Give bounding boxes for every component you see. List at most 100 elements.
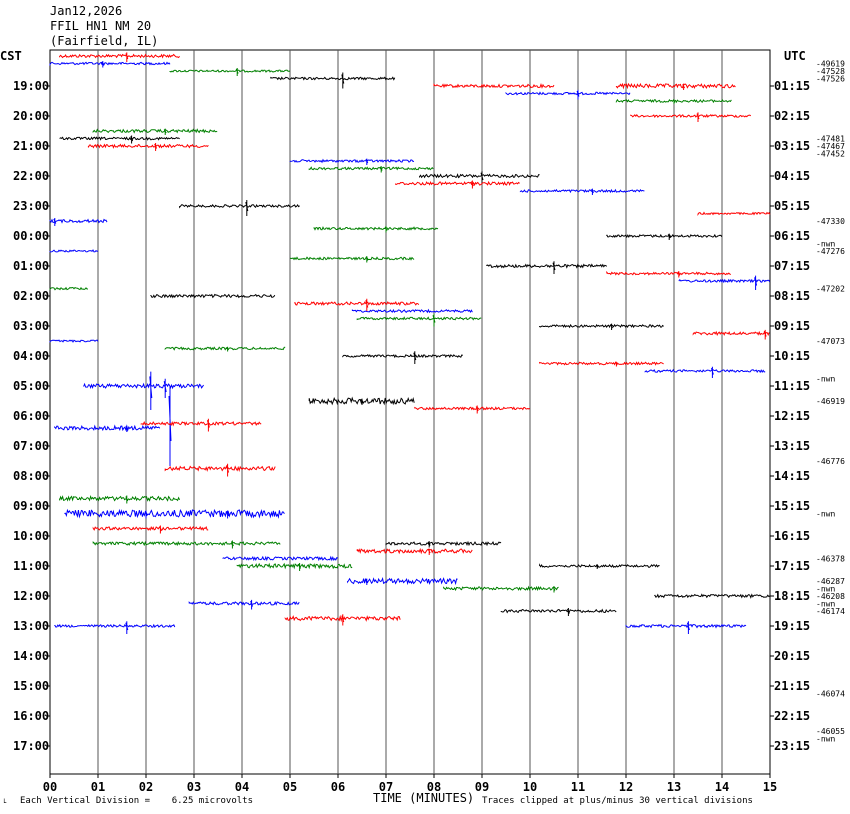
trace-segment-31 bbox=[356, 313, 482, 327]
count-value: -46055 bbox=[816, 727, 845, 736]
x-tick-label: 12 bbox=[619, 780, 633, 794]
trace-segment-36 bbox=[342, 351, 463, 364]
trace-segment-40 bbox=[308, 396, 415, 406]
count-value: -47330 bbox=[816, 217, 845, 226]
clip-note: Traces clipped at plus/minus 30 vertical… bbox=[482, 796, 753, 806]
cst-label: 17:00 bbox=[13, 739, 49, 753]
trace-segment-60 bbox=[500, 608, 617, 616]
plot-frame bbox=[49, 49, 771, 775]
cst-label: 12:00 bbox=[13, 589, 49, 603]
trace-segment-34 bbox=[49, 339, 99, 343]
trace-segment-47 bbox=[64, 508, 285, 519]
trace-segment-38 bbox=[644, 366, 766, 378]
trace-segment-14 bbox=[419, 171, 540, 184]
x-tick-label: 13 bbox=[667, 780, 681, 794]
x-tick-label: 05 bbox=[283, 780, 297, 794]
cst-label: 22:00 bbox=[13, 169, 49, 183]
cst-label: 00:00 bbox=[13, 229, 49, 243]
trace-segment-9 bbox=[92, 128, 218, 135]
count-value: -46776 bbox=[816, 457, 845, 466]
trace-segment-35 bbox=[164, 346, 286, 352]
trace-segment-32 bbox=[539, 323, 664, 330]
cst-label: 03:00 bbox=[13, 319, 49, 333]
count-value: -nwn bbox=[816, 735, 835, 744]
count-value: -46174 bbox=[816, 607, 845, 616]
trace-segment-49 bbox=[92, 540, 281, 549]
trace-segment-10 bbox=[59, 135, 180, 144]
x-tick-labels: 00 01 02 03 04 05 06 07 08 09 10 11 12 13 14 15 bbox=[43, 774, 777, 794]
trace-segment-42 bbox=[168, 386, 172, 466]
utc-label: 16:15 bbox=[774, 529, 810, 543]
scale-note: Each Vertical Division = 6.25 microvolts bbox=[20, 796, 253, 806]
x-tick-label: 08 bbox=[427, 780, 441, 794]
cst-label: 16:00 bbox=[13, 709, 49, 723]
x-tick-label: 07 bbox=[379, 780, 393, 794]
trace-segment-54 bbox=[347, 577, 458, 586]
cst-label: 09:00 bbox=[13, 499, 49, 513]
count-value-labels: -49619-47528-47526 -47481-47467-47452 -473… bbox=[816, 60, 845, 744]
trace-segment-18 bbox=[697, 211, 771, 216]
cst-label: 21:00 bbox=[13, 139, 49, 153]
utc-label: 22:15 bbox=[774, 709, 810, 723]
header-date: Jan12,2026 bbox=[50, 4, 123, 18]
utc-label: 02:15 bbox=[774, 109, 810, 123]
utc-hour-labels: 01:15 02:15 03:15 04:15 05:15 06:15 07:15 08:15… bbox=[770, 79, 810, 753]
cst-label: 19:00 bbox=[13, 79, 49, 93]
trace-segment-33 bbox=[692, 329, 770, 340]
utc-label: 03:15 bbox=[774, 139, 810, 153]
trace-segment-16 bbox=[519, 188, 645, 195]
cst-label: 23:00 bbox=[13, 199, 49, 213]
count-value: -47202 bbox=[816, 285, 845, 294]
trace-segment-53 bbox=[236, 562, 353, 571]
cst-label: 10:00 bbox=[13, 529, 49, 543]
trace-segment-30 bbox=[351, 308, 473, 314]
trace-segment-41 bbox=[414, 405, 530, 414]
utc-label: 18:15 bbox=[774, 589, 810, 603]
trace-segment-4 bbox=[433, 82, 555, 89]
trace-segment-11 bbox=[87, 143, 209, 151]
cst-label: 11:00 bbox=[13, 559, 49, 573]
trace-segment-51 bbox=[385, 540, 502, 548]
count-value: -46919 bbox=[816, 397, 845, 406]
header-location: (Fairfield, IL) bbox=[50, 34, 159, 48]
count-value: -46074 bbox=[816, 690, 845, 699]
trace-segment-19 bbox=[49, 218, 108, 226]
seismic-traces bbox=[49, 52, 771, 634]
x-tick-label: 04 bbox=[235, 780, 249, 794]
x-tick-label: 09 bbox=[475, 780, 489, 794]
count-value: -nwn bbox=[816, 240, 835, 249]
x-tick-label: 03 bbox=[187, 780, 201, 794]
cst-label: 13:00 bbox=[13, 619, 49, 633]
trace-segment-12 bbox=[289, 158, 415, 165]
cst-label: 08:00 bbox=[13, 469, 49, 483]
trace-segment-6 bbox=[615, 82, 736, 90]
trace-segment-57 bbox=[654, 593, 771, 599]
cst-label: 06:00 bbox=[13, 409, 49, 423]
corner-mark: └ bbox=[2, 799, 7, 807]
cst-label: 02:00 bbox=[13, 289, 49, 303]
x-tick-label: 14 bbox=[715, 780, 729, 794]
utc-label: 14:15 bbox=[774, 469, 810, 483]
trace-segment-13 bbox=[308, 166, 434, 173]
trace-segment-50 bbox=[356, 547, 473, 555]
count-value: -nwn bbox=[816, 585, 835, 594]
trace-segment-58 bbox=[188, 599, 300, 610]
utc-label: 17:15 bbox=[774, 559, 810, 573]
count-value: -47481 bbox=[816, 135, 845, 144]
trace-segment-59 bbox=[284, 614, 401, 626]
trace-segment-29 bbox=[294, 298, 420, 312]
count-value: -47452 bbox=[816, 150, 845, 159]
count-value: -nwn bbox=[816, 600, 835, 609]
cst-label: 07:00 bbox=[13, 439, 49, 453]
trace-segment-20 bbox=[313, 226, 439, 233]
x-tick-label: 10 bbox=[523, 780, 537, 794]
utc-label: 01:15 bbox=[774, 79, 810, 93]
count-value: -46208 bbox=[816, 592, 845, 601]
utc-label: 07:15 bbox=[774, 259, 810, 273]
trace-segment-46 bbox=[59, 494, 181, 504]
trace-segment-55 bbox=[443, 585, 559, 593]
x-tick-label: 01 bbox=[91, 780, 105, 794]
x-tick-label: 02 bbox=[139, 780, 153, 794]
x-tick-label: 00 bbox=[43, 780, 57, 794]
